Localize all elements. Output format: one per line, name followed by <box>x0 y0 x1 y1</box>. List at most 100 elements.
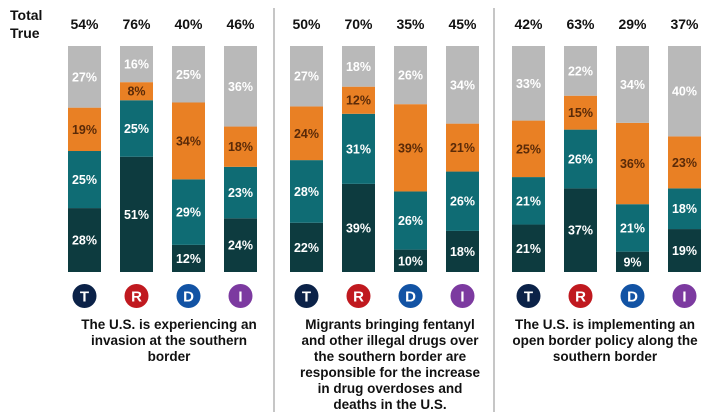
bar-segment <box>564 129 597 189</box>
caption-2-line-4: responsible for the increase <box>299 365 481 380</box>
bar-segment <box>668 136 701 189</box>
segment-value-label: 16% <box>124 58 149 72</box>
bar-segment <box>120 82 153 101</box>
bar-segment <box>342 183 375 272</box>
segment-value-label: 27% <box>72 70 97 84</box>
segment-value-label: 39% <box>346 221 371 235</box>
total-true-value: 70% <box>344 16 373 32</box>
caption-1-line-2: invasion at the southern <box>90 333 248 348</box>
total-true-value: 42% <box>514 16 543 32</box>
bar-segment <box>446 123 479 172</box>
caption-1-line-3: border <box>147 349 191 364</box>
segment-value-label: 21% <box>450 141 475 155</box>
bar-segment <box>616 204 649 252</box>
bar-segment <box>512 177 545 225</box>
bar-segment <box>172 46 205 103</box>
bar-segment <box>68 151 101 209</box>
party-I-icon <box>672 284 697 308</box>
party-T-icon <box>516 284 541 308</box>
segment-value-label: 9% <box>623 255 641 269</box>
segment-value-label: 18% <box>346 60 371 74</box>
bar-segment <box>68 107 101 152</box>
bar-segment <box>668 188 701 230</box>
total-true-value: 63% <box>566 16 595 32</box>
party-D-icon <box>398 284 423 308</box>
caption-2-line-2: and other illegal drugs over <box>301 333 479 348</box>
caption-3-line-1: The U.S. is implementing an <box>514 317 696 332</box>
segment-value-label: 18% <box>228 140 253 154</box>
total-true-value: 35% <box>396 16 425 32</box>
party-R-icon <box>124 284 149 308</box>
bar-segment <box>172 179 205 245</box>
segment-value-label: 25% <box>72 173 97 187</box>
bar-segment <box>120 46 153 83</box>
caption-2-line-6: deaths in the U.S. <box>333 397 447 412</box>
party-I-icon <box>228 284 253 308</box>
segment-value-label: 18% <box>672 202 697 216</box>
caption-3-line-3: southern border <box>552 349 658 364</box>
total-true-value: 54% <box>70 16 99 32</box>
segment-value-label: 24% <box>228 239 253 253</box>
bar-segment <box>668 229 701 272</box>
bar-segment <box>394 104 427 192</box>
bar-segment <box>290 106 323 161</box>
segment-value-label: 8% <box>127 85 145 99</box>
party-D-icon <box>620 284 645 308</box>
party-T-icon <box>294 284 319 308</box>
bar-segment <box>394 191 427 250</box>
party-icon-letter: T <box>80 289 89 306</box>
bar-segment <box>616 46 649 123</box>
bar-segment <box>616 251 649 272</box>
bar-segment <box>342 86 375 114</box>
segment-value-label: 21% <box>620 221 645 235</box>
party-I-icon <box>450 284 475 308</box>
segment-value-label: 22% <box>568 64 593 78</box>
caption-panel-3: The U.S. is implementing an open border … <box>505 317 701 365</box>
segment-value-label: 18% <box>450 245 475 259</box>
total-true-label: Total True <box>10 6 42 42</box>
segment-value-label: 10% <box>398 254 423 268</box>
party-icon-letter: T <box>302 289 311 306</box>
bar-segment <box>394 249 427 272</box>
bar-segment <box>446 230 479 272</box>
segment-value-label: 51% <box>124 208 149 222</box>
bar-segment <box>564 188 597 272</box>
segment-value-label: 40% <box>672 85 697 99</box>
segment-value-label: 37% <box>568 224 593 238</box>
segment-value-label: 15% <box>568 106 593 120</box>
party-icon-letter: I <box>460 289 464 306</box>
bar-segment <box>564 46 597 96</box>
total-true-value: 45% <box>448 16 477 32</box>
total-true-value: 76% <box>122 16 151 32</box>
party-icon-letter: R <box>131 289 142 306</box>
total-true-value: 40% <box>174 16 203 32</box>
segment-value-label: 26% <box>398 69 423 83</box>
segment-value-label: 19% <box>672 244 697 258</box>
segment-value-label: 29% <box>176 206 201 220</box>
segment-value-label: 31% <box>346 142 371 156</box>
bar-segment <box>512 224 545 272</box>
segment-value-label: 39% <box>398 141 423 155</box>
bar-segment <box>342 113 375 184</box>
caption-1-line-1: The U.S. is experiencing an <box>81 317 257 332</box>
total-true-value: 37% <box>670 16 699 32</box>
caption-2-line-3: the southern border are <box>313 349 467 364</box>
bar-segment <box>290 46 323 107</box>
segment-value-label: 27% <box>294 70 319 84</box>
total-true-value: 29% <box>618 16 647 32</box>
segment-value-label: 34% <box>450 78 475 92</box>
segment-value-label: 28% <box>294 185 319 199</box>
party-R-icon <box>568 284 593 308</box>
bar-segment <box>512 46 545 121</box>
party-icon-letter: I <box>682 289 686 306</box>
segment-value-label: 25% <box>176 68 201 82</box>
segment-value-label: 25% <box>124 122 149 136</box>
bar-segment <box>342 46 375 87</box>
total-true-line-2: True <box>10 25 40 41</box>
segment-value-label: 28% <box>72 234 97 248</box>
segment-value-label: 26% <box>450 195 475 209</box>
bar-segment <box>512 120 545 178</box>
total-true-line-1: Total <box>10 7 43 23</box>
bar-segment <box>68 46 101 108</box>
bar-segment <box>290 222 323 272</box>
